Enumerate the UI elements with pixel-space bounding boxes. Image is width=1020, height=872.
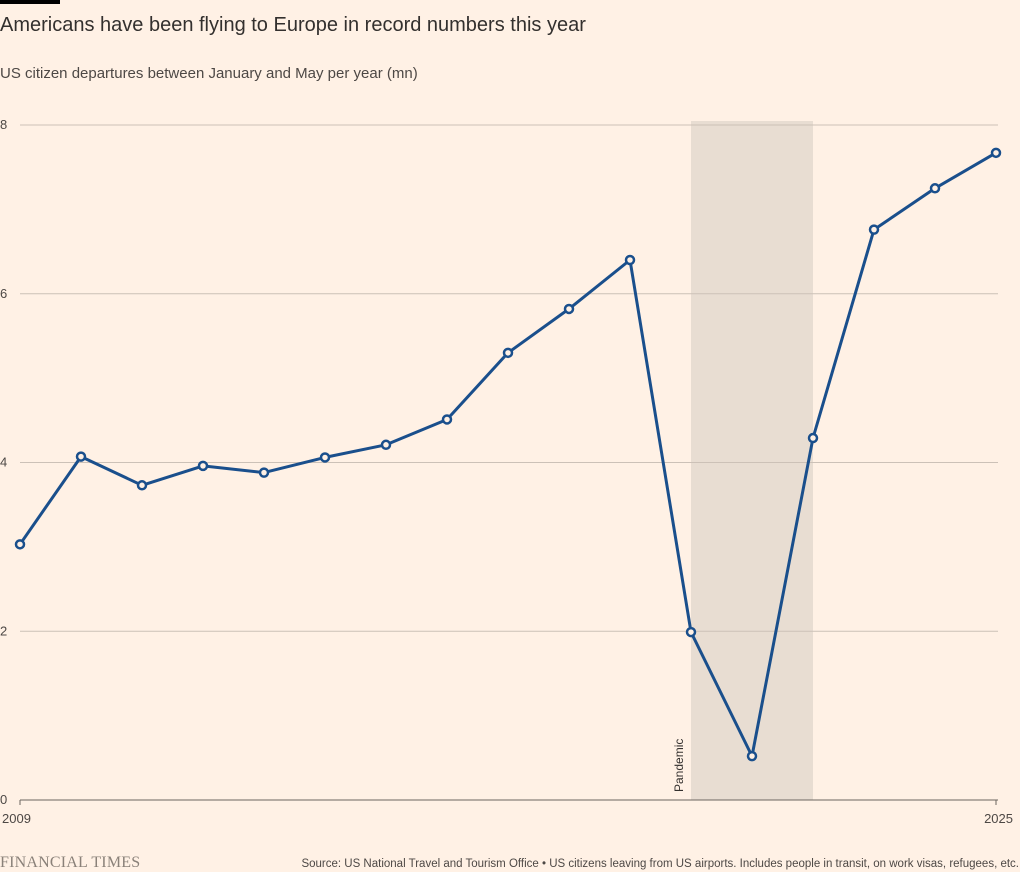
x-tick-label-2009: 2009	[2, 811, 31, 826]
data-point-2014	[319, 452, 331, 463]
y-tick-label-6: 6	[0, 286, 7, 301]
y-tick-label-8: 8	[0, 117, 7, 132]
pandemic-label: Pandemic	[672, 739, 686, 792]
data-point-2019	[624, 254, 636, 266]
data-point-2023	[868, 224, 880, 235]
chart-title: Americans have been flying to Europe in …	[0, 14, 586, 36]
y-tick-label-4: 4	[0, 455, 7, 470]
pandemic-shading	[691, 121, 813, 800]
data-point-2025	[990, 147, 1002, 159]
data-point-2018	[563, 303, 575, 315]
data-point-2009	[14, 539, 26, 550]
data-point-2010	[75, 451, 87, 462]
data-point-2013	[258, 467, 270, 478]
source-note: Source: US National Travel and Tourism O…	[301, 858, 1019, 870]
data-point-2011	[136, 480, 148, 491]
data-point-2022	[807, 432, 819, 444]
x-tick-label-2025: 2025	[984, 811, 1013, 826]
chart-subtitle: US citizen departures between January an…	[0, 65, 418, 82]
ft-logo: FINANCIAL TIMES	[0, 854, 141, 871]
data-point-2016	[441, 414, 453, 425]
data-point-2021	[746, 750, 758, 762]
data-point-2020	[685, 626, 697, 638]
series-line	[18, 151, 997, 758]
data-point-2024	[929, 183, 941, 194]
ft-top-bar	[0, 0, 60, 4]
y-tick-label-0: 0	[0, 792, 7, 807]
y-tick-label-2: 2	[0, 623, 7, 638]
data-point-2015	[380, 439, 392, 451]
data-point-2012	[197, 460, 209, 472]
data-point-2017	[502, 347, 514, 359]
